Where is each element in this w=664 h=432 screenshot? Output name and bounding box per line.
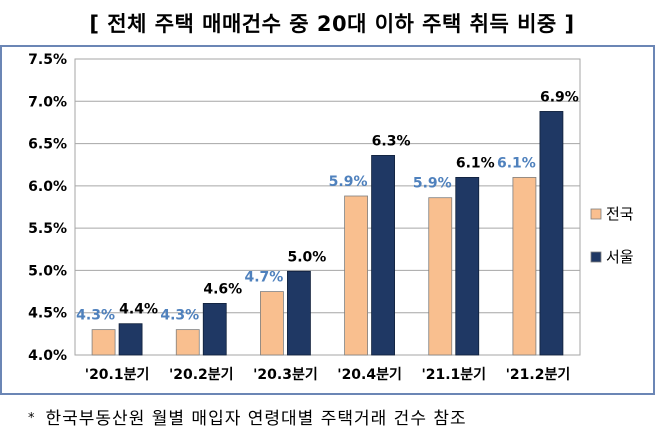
- bar-chart: 4.0% 4.5% 5.0% 5.5% 6.0% 6.5% 7.0% 7.5% 4.3% 4.4%…: [28, 52, 634, 383]
- plot-area: [74, 58, 581, 356]
- x-tick-label: '20.3분기: [253, 367, 318, 383]
- data-label-seoul: 6.9%: [540, 89, 579, 105]
- footnote: * 한국부동산원 월별 매입자 연령대별 주택거래 건수 참조: [28, 404, 467, 429]
- data-label-national: 5.9%: [329, 174, 368, 190]
- y-tick-label: 6.0%: [28, 179, 67, 195]
- bar-seoul: [287, 270, 311, 356]
- y-tick-label: 4.5%: [28, 306, 67, 322]
- data-label-seoul: 6.3%: [372, 133, 411, 149]
- data-label-national: 4.3%: [160, 308, 199, 324]
- x-tick-label: '20.4분기: [337, 367, 402, 383]
- legend-label-seoul: 서울: [606, 248, 634, 266]
- y-tick-label: 7.5%: [28, 52, 67, 68]
- legend-swatch-seoul: [590, 251, 602, 263]
- data-label-national: 6.1%: [497, 155, 536, 171]
- x-tick-label: '21.2분기: [506, 367, 571, 383]
- footnote-text: 한국부동산원 월별 매입자 연령대별 주택거래 건수 참조: [45, 409, 467, 429]
- bar-national: [91, 329, 116, 356]
- chart-title: [ 전체 주택 매매건수 중 20대 이하 주택 취득 비중 ]: [89, 12, 575, 36]
- data-label-national: 4.3%: [76, 308, 115, 324]
- data-label-national: 5.9%: [413, 176, 452, 192]
- data-label-seoul: 4.4%: [119, 302, 158, 318]
- legend-label-national: 전국: [606, 205, 634, 223]
- x-tick-label: '20.2분기: [169, 367, 234, 383]
- x-tick-label: '20.1분기: [85, 367, 150, 383]
- y-tick-label: 7.0%: [28, 94, 67, 110]
- bar-seoul: [118, 323, 143, 356]
- x-tick-label: '21.1분기: [421, 367, 486, 383]
- data-label-national: 4.7%: [245, 270, 284, 286]
- y-tick-label: 5.5%: [28, 221, 67, 237]
- data-label-seoul: 4.6%: [203, 281, 242, 297]
- y-tick-label: 5.0%: [28, 263, 67, 279]
- bar-national: [428, 197, 453, 356]
- bar-national: [175, 329, 200, 356]
- bar-national: [512, 176, 537, 356]
- legend-swatch-national: [590, 208, 602, 220]
- bar-national: [344, 195, 368, 356]
- footnote-mark: *: [28, 411, 36, 426]
- bar-national: [260, 291, 284, 356]
- y-tick-label: 4.0%: [28, 348, 67, 364]
- y-tick-label: 6.5%: [28, 137, 67, 153]
- bar-seoul: [455, 176, 480, 356]
- chart-frame: 4.0% 4.5% 5.0% 5.5% 6.0% 6.5% 7.0% 7.5% 4.3% 4.4%…: [0, 45, 655, 395]
- bar-seoul: [371, 155, 395, 356]
- data-label-seoul: 6.1%: [456, 155, 495, 171]
- bar-seoul: [202, 303, 227, 356]
- data-label-seoul: 5.0%: [288, 249, 327, 265]
- bar-seoul: [539, 111, 564, 356]
